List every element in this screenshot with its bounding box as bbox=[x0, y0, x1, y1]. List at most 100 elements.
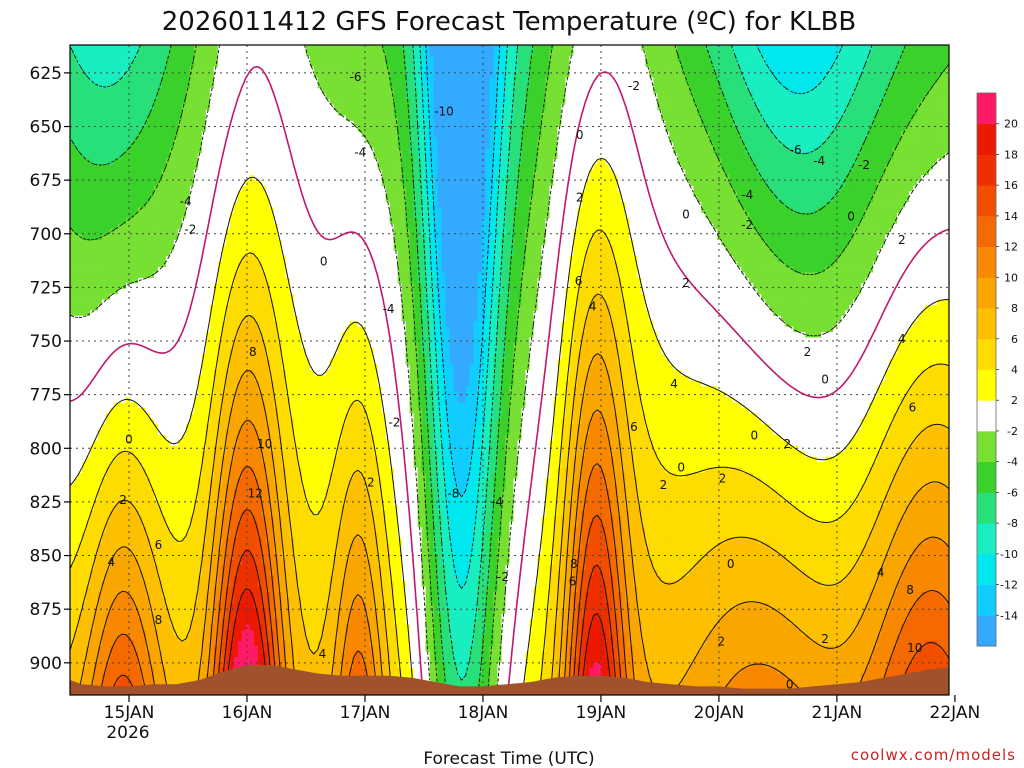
colorbar-label: 18 bbox=[1004, 148, 1018, 161]
colorbar-swatch bbox=[977, 615, 996, 647]
contour-label: 0 bbox=[677, 461, 685, 475]
colorbar-swatch bbox=[977, 154, 996, 186]
contour-label: -4 bbox=[354, 145, 366, 159]
colorbar-swatch bbox=[977, 277, 996, 309]
colorbar-swatch bbox=[977, 123, 996, 155]
contour-label: 10 bbox=[257, 437, 272, 451]
contour-label: 6 bbox=[155, 538, 163, 552]
contour-label: 2 bbox=[367, 476, 375, 490]
x-tick-label: 20JAN bbox=[694, 703, 745, 723]
colorbar-label: -12 bbox=[1000, 579, 1018, 592]
colorbar-swatch bbox=[977, 400, 996, 432]
contour-label: -2 bbox=[741, 218, 753, 232]
y-tick-label: 725 bbox=[30, 278, 62, 298]
contour-label: 10 bbox=[907, 641, 922, 655]
contour--10 bbox=[419, 45, 844, 589]
contour-label: 2 bbox=[784, 437, 792, 451]
contour-label: 2 bbox=[821, 632, 829, 646]
colorbar-swatch bbox=[977, 215, 996, 248]
y-tick-label: 875 bbox=[30, 600, 62, 620]
contour-label: 2 bbox=[119, 493, 127, 507]
contour-2 bbox=[70, 157, 949, 695]
contour-6 bbox=[70, 293, 949, 695]
colorbar-swatch bbox=[977, 430, 996, 463]
contour-label: -2 bbox=[858, 158, 870, 172]
colorbar-swatch bbox=[977, 338, 996, 370]
contour-4 bbox=[70, 229, 949, 695]
colorbar-label: -14 bbox=[1000, 609, 1018, 622]
y-tick-label: 900 bbox=[30, 654, 62, 674]
gridlines bbox=[70, 45, 949, 695]
source-credit: coolwx.com/models bbox=[851, 746, 1016, 764]
colorbar-label: 16 bbox=[1004, 179, 1018, 192]
contour-label: 0 bbox=[727, 557, 735, 571]
contour-12 bbox=[99, 463, 949, 695]
y-tick-label: 675 bbox=[30, 171, 62, 191]
y-tick-label: 650 bbox=[30, 118, 62, 138]
contour--8 bbox=[70, 45, 873, 681]
contour-label: 8 bbox=[155, 613, 163, 627]
contour--12 bbox=[425, 45, 501, 498]
colorbar-swatch bbox=[977, 553, 996, 585]
x-axis: 15JAN 16JAN 17JAN 18JAN 19JAN 20JAN 21JAN 22JAN bbox=[104, 695, 981, 723]
colorbar-swatch bbox=[977, 185, 996, 217]
contour-label: 2 bbox=[576, 190, 584, 204]
contour--4 bbox=[70, 45, 949, 695]
contour-label: -4 bbox=[383, 302, 395, 316]
y-tick-label: 625 bbox=[30, 64, 62, 84]
contour-label: 8 bbox=[570, 557, 578, 571]
colorbar-label: 6 bbox=[1011, 333, 1018, 346]
colorbar-label: 8 bbox=[1011, 302, 1018, 315]
colorbar-swatch bbox=[977, 523, 996, 555]
contour-label: -2 bbox=[388, 416, 400, 430]
contour--2 bbox=[70, 45, 949, 695]
colorbar-swatch bbox=[977, 584, 996, 616]
chart-title: 2026011412 GFS Forecast Temperature (ºC)… bbox=[162, 7, 857, 37]
temperature-bands bbox=[70, 45, 949, 695]
contour-label: -8 bbox=[447, 486, 459, 500]
colorbar-label: -2 bbox=[1007, 425, 1018, 438]
contour-label: 12 bbox=[248, 486, 263, 500]
contour-label: -6 bbox=[350, 70, 362, 84]
colorbar-label: 2 bbox=[1011, 394, 1018, 407]
contour-0 bbox=[70, 65, 949, 695]
contour-label: -6 bbox=[790, 143, 802, 157]
contour-label: 0 bbox=[847, 210, 855, 224]
y-tick-label: 700 bbox=[30, 225, 62, 245]
colorbar-swatch bbox=[977, 246, 996, 278]
contour-label: 2 bbox=[717, 634, 725, 648]
contour-label: -4 bbox=[741, 188, 753, 202]
y-tick-label: 775 bbox=[30, 386, 62, 406]
contour-label: 8 bbox=[249, 345, 257, 359]
contour-label: 6 bbox=[575, 274, 583, 288]
contour-label: 2 bbox=[682, 276, 690, 290]
plot-frame bbox=[69, 44, 950, 696]
colorbar-label: 14 bbox=[1004, 210, 1018, 223]
contour-label: -2 bbox=[628, 79, 640, 93]
y-tick-label: 750 bbox=[30, 332, 62, 352]
colorbar-swatch bbox=[977, 308, 996, 340]
colorbar-swatch bbox=[977, 93, 996, 125]
contour-label: 4 bbox=[107, 555, 115, 569]
contour-label: 8 bbox=[906, 583, 914, 597]
contour-10 bbox=[89, 409, 949, 695]
x-tick-label: 17JAN bbox=[340, 703, 391, 723]
x-tick-label: 22JAN bbox=[930, 703, 981, 723]
x-tick-label: 15JAN bbox=[104, 703, 155, 723]
contour-label: 2 bbox=[898, 233, 906, 247]
colorbar-swatch bbox=[977, 461, 996, 493]
contour-label: -4 bbox=[180, 195, 192, 209]
contour-label: 4 bbox=[319, 647, 327, 661]
x-axis-title: Forecast Time (UTC) bbox=[423, 749, 594, 768]
contour-label: -4 bbox=[491, 495, 503, 509]
contour--6 bbox=[70, 45, 906, 695]
x-year-label: 2026 bbox=[106, 723, 149, 743]
contour-label: 2 bbox=[719, 471, 727, 485]
contour-label: 2 bbox=[804, 345, 812, 359]
contour-label: -2 bbox=[184, 222, 196, 236]
x-tick-label: 21JAN bbox=[812, 703, 863, 723]
contour-label: 4 bbox=[589, 300, 597, 314]
